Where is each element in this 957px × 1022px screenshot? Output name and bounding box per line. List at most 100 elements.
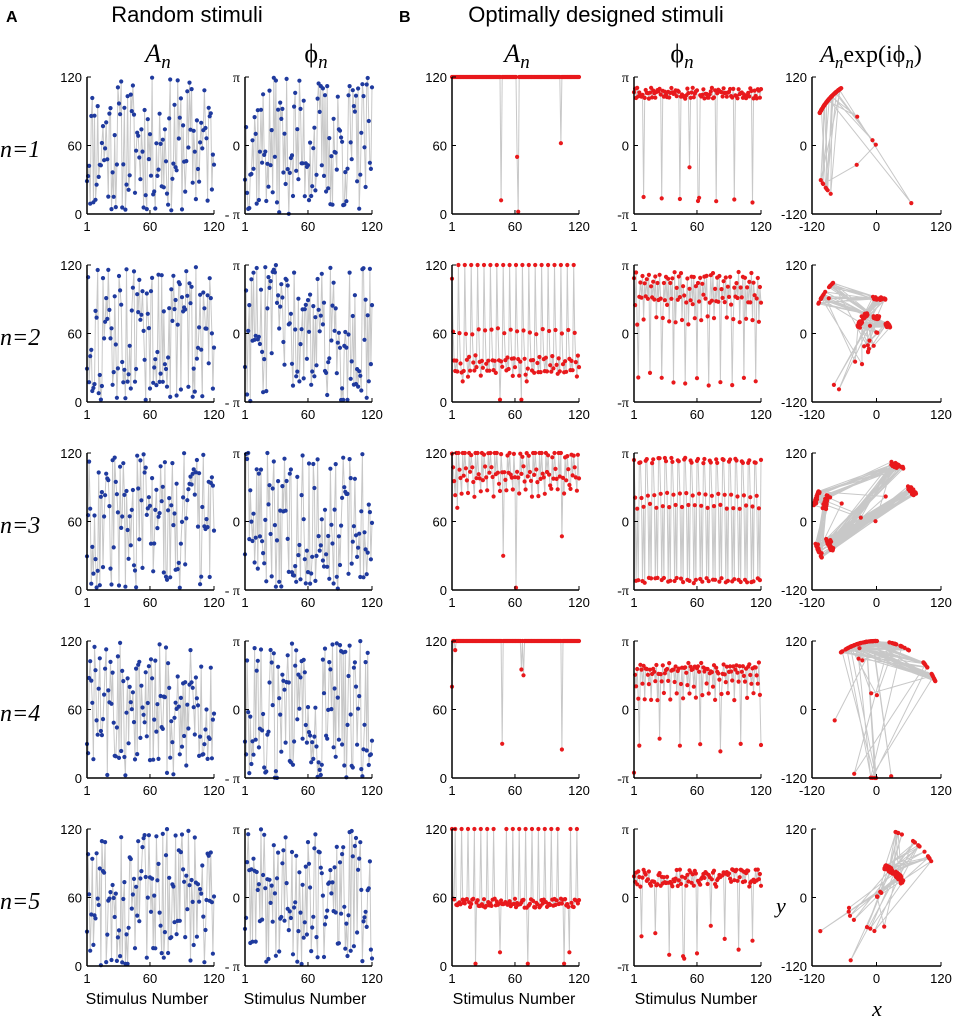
data-point bbox=[349, 561, 354, 566]
data-point bbox=[735, 878, 740, 883]
data-point bbox=[251, 166, 256, 171]
data-point bbox=[329, 522, 334, 527]
data-point bbox=[199, 120, 204, 125]
data-point bbox=[326, 186, 331, 191]
data-point bbox=[121, 162, 126, 167]
data-point bbox=[100, 124, 106, 129]
data-point bbox=[745, 285, 750, 290]
data-point bbox=[864, 639, 869, 645]
data-point bbox=[670, 276, 675, 281]
data-point bbox=[251, 511, 256, 516]
data-point bbox=[357, 369, 362, 374]
series-line bbox=[86, 829, 215, 966]
data-point bbox=[688, 298, 693, 303]
data-point bbox=[136, 839, 141, 844]
data-point bbox=[92, 382, 97, 387]
data-point bbox=[576, 638, 582, 644]
column-header-complex: Anexp(iϕn) bbox=[818, 42, 922, 72]
data-point bbox=[279, 584, 284, 589]
data-point bbox=[644, 277, 649, 282]
data-point bbox=[94, 585, 99, 590]
data-point bbox=[741, 92, 747, 97]
data-point bbox=[177, 918, 182, 923]
data-point bbox=[103, 319, 108, 324]
data-point bbox=[278, 712, 283, 717]
data-point bbox=[142, 470, 147, 475]
data-point bbox=[499, 452, 504, 457]
data-point bbox=[335, 340, 340, 345]
data-point bbox=[884, 324, 889, 330]
data-point bbox=[528, 478, 534, 483]
data-point bbox=[176, 704, 181, 709]
trajectory-line bbox=[820, 831, 932, 961]
data-point bbox=[284, 478, 289, 484]
series-line bbox=[86, 77, 215, 211]
data-point bbox=[820, 181, 825, 186]
data-point bbox=[562, 961, 567, 966]
data-point bbox=[261, 872, 266, 878]
data-point bbox=[329, 154, 334, 159]
y-tick-label: 0 bbox=[800, 515, 807, 530]
data-point bbox=[558, 141, 564, 146]
data-point bbox=[364, 748, 369, 753]
data-point bbox=[164, 827, 170, 832]
data-point bbox=[280, 106, 285, 111]
data-point bbox=[534, 332, 539, 337]
data-point bbox=[678, 881, 684, 887]
data-point bbox=[276, 479, 281, 484]
data-point bbox=[299, 961, 304, 967]
data-point bbox=[153, 946, 158, 951]
data-point bbox=[519, 667, 524, 672]
y-tick-label: 60 bbox=[68, 703, 82, 718]
data-point bbox=[519, 471, 524, 476]
data-point bbox=[148, 289, 154, 294]
data-point bbox=[118, 640, 123, 646]
data-point bbox=[264, 198, 269, 204]
data-point bbox=[138, 735, 143, 741]
data-point bbox=[667, 505, 672, 510]
data-point bbox=[289, 153, 295, 158]
data-point bbox=[677, 491, 683, 496]
data-point bbox=[273, 78, 278, 83]
data-point bbox=[260, 160, 265, 165]
data-point bbox=[711, 504, 717, 509]
data-point bbox=[294, 168, 299, 173]
data-point bbox=[679, 317, 685, 323]
data-point bbox=[121, 896, 126, 902]
data-point bbox=[170, 318, 175, 323]
x-tick-label: 120 bbox=[750, 783, 772, 798]
data-point bbox=[473, 353, 478, 358]
data-point bbox=[245, 456, 250, 462]
data-point bbox=[296, 177, 301, 182]
data-point bbox=[637, 874, 642, 880]
data-point bbox=[728, 664, 733, 669]
data-point bbox=[828, 538, 833, 543]
data-point bbox=[503, 477, 508, 482]
data-point bbox=[134, 585, 139, 590]
data-point bbox=[847, 913, 853, 918]
data-point bbox=[527, 901, 533, 906]
data-point bbox=[343, 329, 348, 335]
y-tick-label: 60 bbox=[68, 515, 82, 530]
data-point bbox=[723, 680, 728, 685]
data-point bbox=[315, 96, 320, 101]
data-point bbox=[102, 336, 107, 341]
data-point bbox=[347, 84, 352, 89]
data-point bbox=[269, 660, 274, 665]
data-point bbox=[263, 886, 268, 891]
data-point bbox=[692, 503, 697, 508]
data-point bbox=[124, 182, 129, 187]
data-point bbox=[107, 896, 112, 901]
data-point bbox=[205, 525, 210, 530]
data-point bbox=[276, 107, 281, 112]
data-point bbox=[313, 705, 318, 710]
data-point bbox=[312, 485, 317, 491]
data-point bbox=[351, 665, 356, 670]
data-point bbox=[209, 900, 214, 905]
data-point bbox=[154, 383, 159, 388]
data-point bbox=[515, 329, 520, 334]
data-point bbox=[300, 453, 305, 458]
data-point bbox=[250, 538, 255, 544]
data-point bbox=[708, 460, 713, 465]
data-point bbox=[719, 691, 724, 697]
